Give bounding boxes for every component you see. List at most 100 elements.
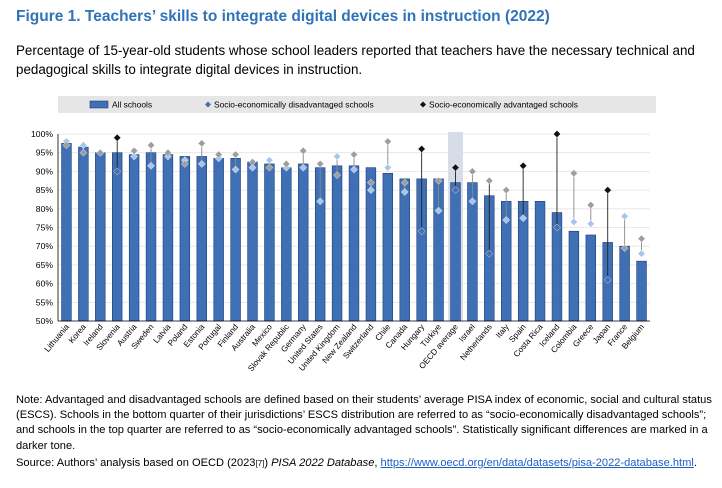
point-disadvantaged-estonia — [197, 160, 206, 168]
point-advantaged-poland — [180, 160, 189, 168]
point-disadvantaged-greece — [586, 219, 595, 228]
point-advantaged-new-zealand — [350, 150, 358, 159]
point-disadvantaged-slovenia — [113, 167, 122, 176]
point-disadvantaged-spain — [519, 214, 528, 223]
bar-colombia — [568, 230, 580, 322]
point-disadvantaged-united-kingdom — [333, 152, 341, 161]
bar-sweden — [145, 152, 157, 322]
point-disadvantaged-iceland — [553, 223, 561, 232]
chart-legend: All schools Socio-economically disadvanta… — [58, 96, 656, 113]
point-disadvantaged-italy — [502, 216, 511, 224]
bar-mexico — [264, 163, 275, 322]
figure-subtitle: Percentage of 15-year-old students whose… — [16, 43, 695, 77]
bar-slovenia — [112, 152, 123, 322]
bar-belgium — [636, 260, 647, 322]
point-disadvantaged-netherlands — [485, 249, 494, 258]
point-advantaged-mexico — [265, 163, 274, 172]
point-advantaged-slovenia — [113, 133, 122, 142]
point-advantaged-germany — [299, 146, 308, 155]
figure-title: Figure 1. Teachers’ skills to integrate … — [16, 8, 550, 25]
source-sep: , — [374, 457, 381, 469]
legend-swatch-diamond — [205, 101, 211, 108]
bar-costa-rica — [534, 201, 546, 322]
legend-label-socio-economically-disadvantaged-schools: Socio-economically disadvantaged schools — [214, 100, 374, 110]
y-tick-label: 50% — [36, 316, 54, 326]
point-advantaged-austria — [130, 146, 138, 155]
y-tick-label: 80% — [36, 204, 54, 214]
point-disadvantaged-chile — [383, 163, 392, 172]
y-tick-label: 70% — [36, 241, 54, 251]
point-disadvantaged-finland — [231, 165, 240, 174]
bar-australia — [247, 161, 258, 322]
point-disadvantaged-israel — [468, 197, 477, 206]
point-advantaged-japan — [603, 186, 612, 194]
point-advantaged-israel — [468, 167, 477, 176]
point-advantaged-oecd-average — [451, 163, 460, 172]
bar-austria — [128, 154, 140, 322]
source-database: PISA 2022 Database — [271, 457, 375, 469]
legend-label-all-schools: All schools — [112, 100, 152, 110]
point-disadvantaged-new-zealand — [350, 165, 358, 174]
point-advantaged-france — [620, 244, 629, 252]
diamond-series-advantaged — [62, 130, 646, 252]
bar-new-zealand — [348, 165, 360, 322]
bar-oecd-average — [450, 182, 461, 322]
bar-korea — [78, 146, 89, 322]
point-advantaged-netherlands — [485, 176, 494, 185]
y-axis: 50% 55% 60% 65% 70% 75% 80% 85% 90% 95% 100% — [31, 129, 59, 326]
figure-note: Note: Advantaged and disadvantaged schoo… — [16, 394, 712, 452]
source-link[interactable]: https://www.oecd.org/en/data/datasets/pi… — [380, 457, 694, 469]
bar-estonia — [196, 156, 207, 322]
point-advantaged-colombia — [570, 169, 578, 178]
point-disadvantaged-belgium — [637, 249, 646, 258]
legend-swatch-bar — [89, 100, 109, 109]
bar-series-all-schools — [61, 143, 647, 322]
y-tick-label: 100% — [31, 129, 53, 139]
legend-label-socio-economically-advantaged-schools: Socio-economically advantaged schools — [429, 100, 578, 110]
bar-finland — [230, 158, 241, 322]
point-disadvantaged-austria — [130, 152, 138, 161]
bar-portugal — [213, 158, 224, 322]
point-advantaged-finland — [231, 150, 240, 159]
figure-source: Source: Authors’ analysis based on OECD … — [16, 456, 712, 471]
point-advantaged-estonia — [197, 139, 206, 148]
x-axis: LithuaniaKoreaIrelandSloveniaAustriaSwed… — [43, 320, 650, 373]
bar-lithuania — [61, 143, 72, 322]
bar-ireland — [95, 152, 106, 322]
y-tick-label: 85% — [36, 185, 54, 195]
point-disadvantaged-australia — [248, 163, 257, 172]
point-advantaged-belgium — [637, 234, 646, 243]
point-disadvantaged-hungary — [417, 227, 426, 236]
point-advantaged-korea — [79, 148, 88, 157]
point-disadvantaged-colombia — [570, 218, 578, 226]
point-advantaged-hungary — [417, 145, 426, 153]
bar-latvia — [162, 154, 174, 322]
point-advantaged-italy — [502, 186, 511, 194]
legend-swatch-diamond-dark — [420, 101, 426, 108]
y-tick-label: 90% — [36, 166, 54, 176]
point-disadvantaged-oecd-average — [451, 186, 460, 194]
point-advantaged-t-rkiye — [434, 176, 443, 185]
bar-slovak-republic — [281, 167, 292, 322]
bar-chart: All schools Socio-economically disadvanta… — [31, 96, 656, 373]
point-disadvantaged-mexico — [265, 156, 274, 165]
bar-chile — [382, 172, 394, 322]
legend-background — [58, 96, 656, 113]
point-advantaged-chile — [383, 137, 392, 146]
point-disadvantaged-france — [620, 212, 629, 221]
source-prefix: Source: Authors’ analysis based on OECD … — [16, 457, 256, 469]
point-disadvantaged-japan — [603, 275, 612, 284]
y-tick-label: 60% — [36, 279, 54, 289]
point-advantaged-latvia — [164, 148, 172, 157]
point-disadvantaged-united-states — [316, 197, 325, 206]
point-advantaged-greece — [586, 201, 595, 209]
point-disadvantaged-germany — [299, 163, 308, 172]
y-tick-label: 55% — [36, 297, 54, 307]
y-tick-label: 65% — [36, 260, 54, 270]
bar-poland — [179, 156, 191, 322]
point-advantaged-united-states — [316, 160, 325, 168]
point-advantaged-switzerland — [367, 178, 375, 187]
source-ref: [7] — [255, 459, 265, 468]
y-tick-label: 95% — [36, 148, 54, 158]
bar-france — [619, 245, 630, 322]
